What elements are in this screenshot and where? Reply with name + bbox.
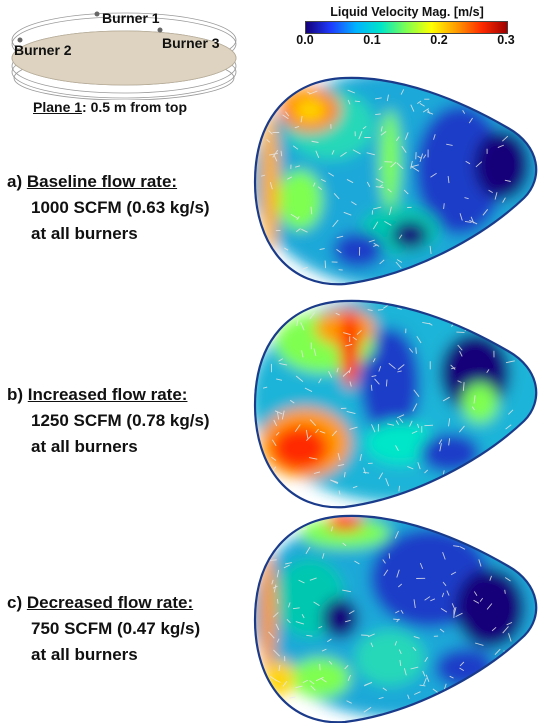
tank-wall-outline [253,76,538,286]
velocity-region [360,328,420,438]
velocity-region [294,98,326,122]
colorbar-tick: 0.2 [430,33,448,47]
panel-c-heading: Decreased flow rate: [26,593,194,612]
tank-overview-sketch: Burner 1 Burner 2 Burner 3 [11,10,237,100]
velocity-region [272,426,328,470]
velocity-field-panel-b [253,299,538,509]
panel-a-where: at all burners [31,224,138,243]
velocity-region [420,433,480,473]
plane-suffix: : 0.5 m from top [82,99,188,115]
plane-label: Plane 1 [33,99,83,115]
velocity-vectors [261,77,512,271]
colorbar-tick: 0.3 [497,33,515,47]
burner-markers [17,11,163,43]
plane-1-slice [11,30,237,86]
velocity-region [380,110,400,210]
panel-a-letter: a) [7,172,23,191]
colorbar-tick: 0.0 [296,33,314,47]
contour-field [255,300,537,503]
panel-b-label: b) Increased flow rate: 1250 SCFM (0.78 … [7,382,210,460]
panel-b-rate: 1250 SCFM (0.78 kg/s) [31,411,210,430]
tank-wall-outline [253,299,538,509]
burner-2-label: Burner 2 [14,42,72,58]
burner-3-label: Burner 3 [162,35,220,51]
colorbar-tick: 0.1 [363,33,381,47]
velocity-region [474,130,530,200]
panel-b-letter: b) [7,385,24,404]
panel-a-heading: Baseline flow rate: [26,172,178,191]
panel-a-rate: 1000 SCFM (0.63 kg/s) [31,198,210,217]
velocity-field-panel-a [253,76,538,286]
velocity-vectors [262,304,519,495]
panel-c-where: at all burners [31,645,138,664]
velocity-region [327,515,363,531]
velocity-region [322,598,358,638]
colorbar-gradient [305,21,508,34]
panel-c-rate: 750 SCFM (0.47 kg/s) [31,619,201,638]
velocity-region [462,383,498,423]
velocity-region [435,648,495,688]
velocity-field-panel-c [253,514,538,723]
colorbar-title: Liquid Velocity Mag. [m/s] [330,5,484,19]
panel-a-label: a) Baseline flow rate: 1000 SCFM (0.63 k… [7,169,210,247]
velocity-region [340,308,360,388]
velocity-region [290,658,350,698]
panel-b-heading: Increased flow rate: [27,385,188,404]
burner-1-label: Burner 1 [102,10,160,26]
velocity-region [392,221,428,249]
velocity-region [333,232,383,268]
contour-field [255,515,537,718]
panel-c-letter: c) [7,593,23,612]
velocity-region [278,170,322,230]
tank-wall-outline [253,514,538,723]
velocity-region [261,112,279,252]
panel-b-where: at all burners [31,437,138,456]
velocity-region [355,630,425,686]
velocity-region [300,518,390,548]
plane-caption: Plane 1: 0.5 m from top [33,99,187,115]
panel-c-label: c) Decreased flow rate: 750 SCFM (0.47 k… [7,590,200,668]
velocity-region [415,105,505,235]
velocity-region [365,421,435,465]
contour-field [255,77,537,285]
